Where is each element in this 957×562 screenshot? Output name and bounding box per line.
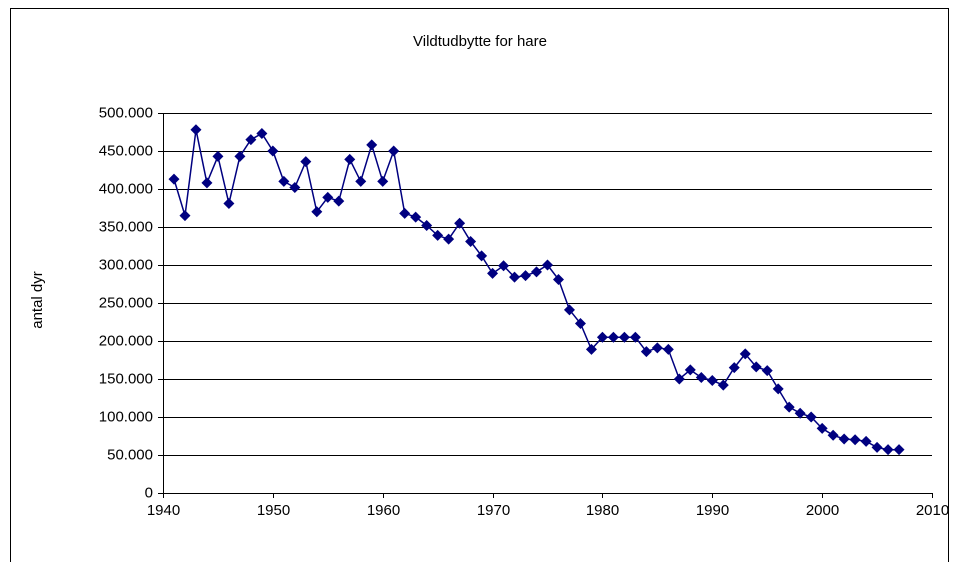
data-point [585, 343, 597, 355]
data-point [816, 422, 828, 434]
data-point [794, 407, 806, 419]
data-point [761, 365, 773, 377]
data-point [552, 273, 564, 285]
data-point [300, 156, 312, 168]
x-tick-label: 1960 [367, 502, 400, 519]
data-point [399, 207, 411, 219]
y-tick-label: 500.000 [99, 104, 153, 121]
data-point [190, 124, 202, 136]
data-point [838, 433, 850, 445]
data-point [607, 331, 619, 343]
data-point [179, 210, 191, 222]
data-point [432, 229, 444, 241]
chart-title: Vildtudbytte for hare [413, 33, 547, 50]
data-point [574, 318, 586, 330]
data-point [706, 375, 718, 387]
data-point [882, 444, 894, 456]
data-point [618, 331, 630, 343]
data-point [289, 181, 301, 193]
data-point [860, 435, 872, 447]
y-tick-label: 450.000 [99, 142, 153, 159]
y-tick-label: 300.000 [99, 256, 153, 273]
data-point [168, 173, 180, 185]
data-point [388, 145, 400, 157]
data-point [245, 134, 257, 146]
y-tick-label: 0 [145, 484, 153, 501]
data-point [739, 348, 751, 360]
data-point [629, 331, 641, 343]
data-point [750, 361, 762, 373]
x-tick-label: 1950 [257, 502, 290, 519]
data-point [827, 429, 839, 441]
data-point [498, 260, 510, 272]
x-tick-label: 1940 [147, 502, 180, 519]
data-point [805, 411, 817, 423]
y-tick-label: 150.000 [99, 370, 153, 387]
data-point [454, 217, 466, 229]
data-point [487, 267, 499, 279]
data-point [322, 191, 334, 203]
data-point [410, 211, 422, 223]
y-tick-label: 400.000 [99, 180, 153, 197]
data-point [893, 444, 905, 456]
data-point [849, 434, 861, 446]
data-point [783, 401, 795, 413]
data-point [871, 441, 883, 453]
data-point [278, 175, 290, 187]
data-point [728, 362, 740, 374]
data-point [509, 271, 521, 283]
data-point [201, 177, 213, 189]
x-tick-label: 2010 [916, 502, 949, 519]
x-tick-label: 1970 [477, 502, 510, 519]
data-point [443, 233, 455, 245]
y-tick-label: 100.000 [99, 408, 153, 425]
data-point [212, 150, 224, 162]
data-point [256, 128, 268, 140]
data-point [596, 331, 608, 343]
data-point [421, 219, 433, 231]
data-point [355, 175, 367, 187]
data-point [311, 206, 323, 218]
data-point [717, 379, 729, 391]
data-point [476, 250, 488, 262]
data-point [366, 139, 378, 151]
data-point [377, 175, 389, 187]
data-point [333, 195, 345, 207]
y-tick-label: 200.000 [99, 332, 153, 349]
data-point [531, 266, 543, 278]
data-point [563, 304, 575, 316]
data-point [344, 153, 356, 165]
data-point [542, 259, 553, 271]
data-point [520, 270, 532, 282]
data-point [465, 235, 477, 247]
data-point [673, 373, 685, 385]
data-point [223, 197, 235, 209]
data-point [695, 371, 707, 383]
data-point [234, 150, 246, 162]
chart-frame [10, 8, 949, 562]
y-axis-label: antal dyr [29, 271, 46, 329]
data-point [640, 346, 652, 358]
x-tick-label: 1990 [696, 502, 729, 519]
x-tick-label: 2000 [806, 502, 839, 519]
data-point [267, 145, 279, 157]
data-point [662, 343, 674, 355]
data-point [772, 383, 784, 395]
data-point [684, 364, 696, 376]
x-tick-label: 1980 [586, 502, 619, 519]
data-point [651, 342, 663, 354]
y-tick-label: 50.000 [107, 446, 153, 463]
y-tick-label: 350.000 [99, 218, 153, 235]
y-tick-label: 250.000 [99, 294, 153, 311]
